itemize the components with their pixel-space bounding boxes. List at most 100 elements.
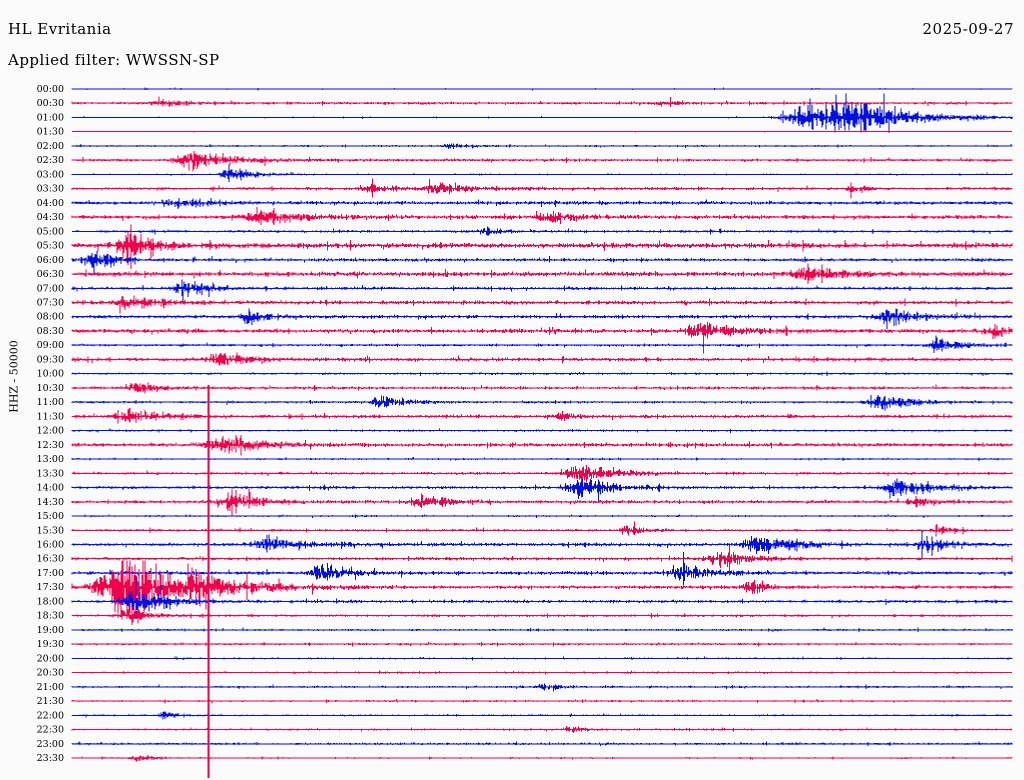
time-tick-label: 19:30 <box>37 639 64 650</box>
trace-row <box>71 514 1013 519</box>
time-tick-label: 12:00 <box>37 426 64 437</box>
trace-row <box>71 725 1013 734</box>
time-tick-label: 18:30 <box>37 611 64 622</box>
trace-row <box>71 606 1013 626</box>
time-tick-label: 20:30 <box>37 668 64 679</box>
time-tick-label: 23:30 <box>37 753 64 764</box>
trace-row <box>71 656 1013 661</box>
trace-row <box>71 545 1013 576</box>
trace-row <box>71 352 1013 366</box>
trace-row <box>71 263 1013 285</box>
trace-row <box>71 478 1013 504</box>
trace-row <box>71 308 1013 329</box>
trace-row <box>71 335 1013 353</box>
time-tick-label: 23:00 <box>37 739 64 750</box>
time-tick-label: 13:00 <box>37 454 64 465</box>
time-tick-label: 19:00 <box>37 625 64 636</box>
trace-row <box>71 322 1013 354</box>
trace-row <box>71 670 1013 675</box>
time-tick-label: 22:00 <box>37 710 64 721</box>
trace-row <box>71 698 1013 704</box>
helicorder-svg: 00:00 00:30 01:00 01:30 02:00 02:30 03:00 03:30… <box>37 84 1013 778</box>
trace-row <box>71 206 1013 226</box>
trace-row <box>71 178 1013 199</box>
time-tick-label: 00:00 <box>37 84 64 95</box>
trace-row <box>71 87 1013 91</box>
trace-row <box>71 711 1013 720</box>
record-date: 2025-09-27 <box>922 20 1014 38</box>
time-tick-label: 06:30 <box>37 269 64 280</box>
time-tick-label: 18:00 <box>37 596 64 607</box>
trace-row <box>71 641 1013 647</box>
trace-row <box>71 575 1013 620</box>
time-tick-label: 07:00 <box>37 283 64 294</box>
time-tick-label: 14:30 <box>37 497 64 508</box>
time-tick-label: 08:30 <box>37 326 64 337</box>
time-tick-label: 05:00 <box>37 226 64 237</box>
time-tick-label: 02:30 <box>37 155 64 166</box>
time-tick-label: 08:00 <box>37 312 64 323</box>
trace-row <box>71 434 1013 456</box>
time-tick-label: 11:30 <box>37 411 64 422</box>
time-tick-label: 16:30 <box>37 554 64 565</box>
header: HL Evritania Applied filter: WWSSN-SP 20… <box>0 0 1024 78</box>
time-tick-label: 14:00 <box>37 483 64 494</box>
station-title: HL Evritania <box>8 20 112 38</box>
trace-row <box>71 521 1013 537</box>
time-tick-label: 17:30 <box>37 582 64 593</box>
trace-row <box>71 489 1013 516</box>
time-tick-label: 21:30 <box>37 696 64 707</box>
trace-row <box>71 754 1013 762</box>
time-tick-label: 09:00 <box>37 340 64 351</box>
time-tick-label: 13:30 <box>37 468 64 479</box>
time-tick-label: 20:00 <box>37 653 64 664</box>
trace-row <box>71 224 1013 269</box>
trace-row <box>71 96 1013 107</box>
trace-row <box>71 552 1013 586</box>
time-tick-label: 10:30 <box>37 383 64 394</box>
time-tick-label: 00:30 <box>37 98 64 109</box>
trace-row <box>71 143 1013 150</box>
time-tick-label: 04:00 <box>37 198 64 209</box>
trace-row <box>71 465 1013 498</box>
time-tick-label: 01:30 <box>37 127 64 138</box>
trace-row <box>71 428 1013 433</box>
time-tick-label: 05:30 <box>37 241 64 252</box>
trace-row <box>71 741 1013 746</box>
trace-row <box>71 408 1013 424</box>
trace-row <box>71 164 1013 182</box>
time-tick-label: 09:30 <box>37 354 64 365</box>
time-tick-label: 02:00 <box>37 141 64 152</box>
time-tick-label: 10:00 <box>37 369 64 380</box>
trace-row <box>71 295 1013 314</box>
trace-row <box>71 382 1013 394</box>
time-tick-label: 04:30 <box>37 212 64 223</box>
time-tick-label: 21:00 <box>37 682 64 693</box>
trace-row <box>71 151 1013 172</box>
trace-row <box>71 456 1013 462</box>
time-tick-label: 03:30 <box>37 184 64 195</box>
trace-row <box>71 250 1013 274</box>
time-tick-label: 17:00 <box>37 568 64 579</box>
time-tick-label: 01:00 <box>37 112 64 123</box>
time-tick-label: 03:00 <box>37 169 64 180</box>
time-tick-label: 15:30 <box>37 525 64 536</box>
trace-row <box>71 395 1013 411</box>
trace-row <box>71 683 1013 692</box>
trace-row <box>71 130 1013 133</box>
trace-row <box>71 560 1013 614</box>
helicorder-plot: 00:00 00:30 01:00 01:30 02:00 02:30 03:00 03:30… <box>0 78 1024 780</box>
trace-row <box>71 197 1013 210</box>
time-tick-label: 12:30 <box>37 440 64 451</box>
trace-row <box>71 226 1013 236</box>
trace-row <box>71 279 1013 303</box>
trace-row <box>71 531 1013 559</box>
time-tick-label: 15:00 <box>37 511 64 522</box>
trace-row <box>71 93 1013 134</box>
trace-row <box>71 627 1013 633</box>
time-tick-label: 11:00 <box>37 397 64 408</box>
applied-filter-label: Applied filter: WWSSN-SP <box>8 51 220 69</box>
time-tick-label: 06:00 <box>37 255 64 266</box>
trace-row <box>71 371 1013 377</box>
